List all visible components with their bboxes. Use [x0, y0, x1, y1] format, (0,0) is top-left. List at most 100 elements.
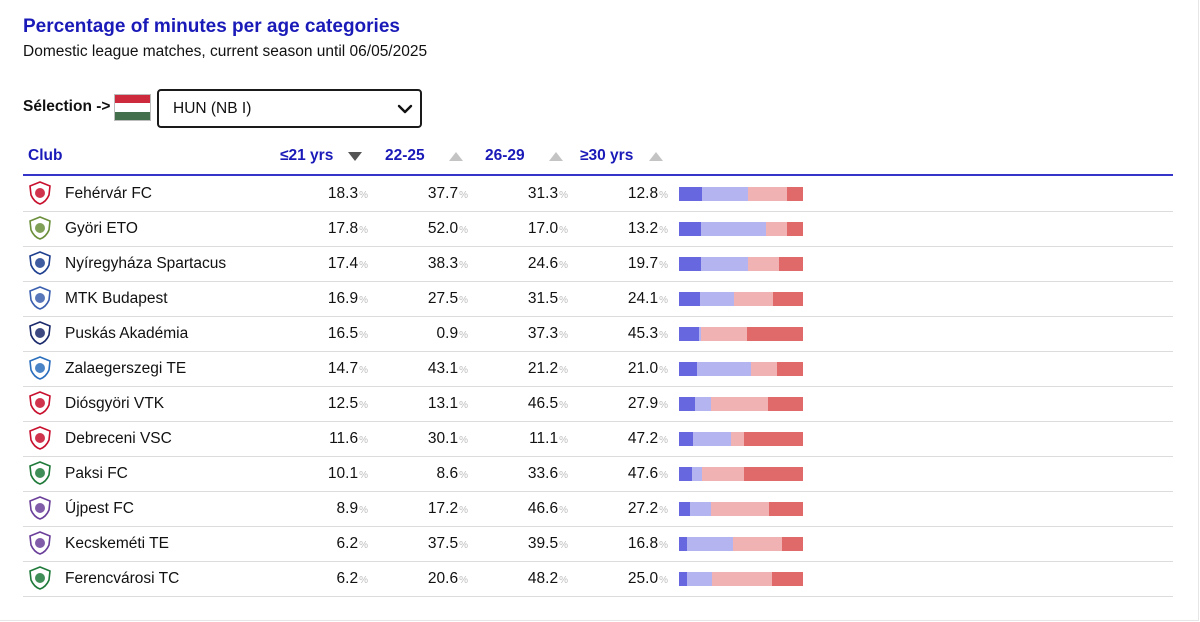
club-name[interactable]: Debreceni VSC [65, 430, 172, 447]
value-a26-29: 17.0% [527, 220, 568, 237]
value-a26-29: 31.5% [527, 290, 568, 307]
percent-sign: % [659, 540, 668, 551]
value-a26-29: 21.2% [527, 360, 568, 377]
percent-sign: % [559, 540, 568, 551]
bar-segment-o30 [769, 502, 803, 516]
sort-ascending-icon[interactable] [549, 152, 563, 161]
bar-segment-a26-29 [765, 222, 787, 236]
value-a26-29: 24.6% [527, 255, 568, 272]
club-name[interactable]: Fehérvár FC [65, 185, 152, 202]
percent-sign: % [559, 400, 568, 411]
table-row: Diósgyöri VTK 12.5% 13.1% 46.5% 27.9% [23, 386, 1173, 421]
bar-segment-o30 [778, 257, 803, 271]
row-divider [23, 386, 1173, 387]
age-distribution-bar [679, 397, 803, 411]
age-distribution-bar [679, 502, 803, 516]
column-header-30-plus[interactable]: ≥30 yrs [580, 147, 634, 164]
club-name[interactable]: Nyíregyháza Spartacus [65, 255, 227, 272]
percent-sign: % [559, 505, 568, 516]
club-name[interactable]: Paksi FC [65, 465, 128, 482]
header-divider [23, 174, 1173, 176]
table-row: MTK Budapest 16.9% 27.5% 31.5% 24.1% [23, 281, 1173, 316]
percent-sign: % [359, 575, 368, 586]
league-select[interactable]: HUN (NB I) [157, 89, 422, 128]
column-header-club[interactable]: Club [28, 147, 63, 164]
age-distribution-bar [679, 432, 803, 446]
ferencvarosi-crest-icon [29, 566, 51, 590]
bar-segment-u21 [679, 432, 694, 446]
club-name[interactable]: Újpest FC [65, 500, 134, 517]
percent-sign: % [659, 505, 668, 516]
page-title: Percentage of minutes per age categories [23, 16, 400, 37]
bar-segment-a22-25 [691, 467, 703, 481]
value-o30: 21.0% [627, 360, 668, 377]
age-distribution-bar [679, 257, 803, 271]
bar-segment-u21 [679, 292, 700, 306]
club-name[interactable]: Puskás Akadémia [65, 325, 189, 342]
sort-ascending-icon[interactable] [649, 152, 663, 161]
bar-segment-o30 [768, 397, 803, 411]
bar-segment-a26-29 [712, 572, 772, 586]
bar-segment-a26-29 [700, 327, 747, 341]
bar-segment-u21 [679, 187, 702, 201]
percent-sign: % [659, 330, 668, 341]
row-divider [23, 351, 1173, 352]
column-header-u21[interactable]: ≤21 yrs [280, 147, 334, 164]
bar-segment-o30 [787, 187, 803, 201]
row-divider [23, 526, 1173, 527]
value-a22-25: 0.9% [436, 325, 468, 342]
value-a22-25: 43.1% [427, 360, 468, 377]
bar-segment-a26-29 [734, 292, 774, 306]
value-a26-29: 33.6% [527, 465, 568, 482]
selection-label: Sélection -> [23, 98, 111, 115]
bar-segment-a26-29 [750, 362, 777, 376]
percent-sign: % [659, 190, 668, 201]
percent-sign: % [659, 575, 668, 586]
percent-sign: % [459, 190, 468, 201]
bar-segment-o30 [746, 327, 803, 341]
sort-ascending-icon[interactable] [449, 152, 463, 161]
sort-descending-icon[interactable] [348, 152, 362, 161]
value-u21: 11.6% [329, 430, 368, 447]
row-divider [23, 596, 1173, 597]
percent-sign: % [359, 330, 368, 341]
percent-sign: % [359, 225, 368, 236]
percent-sign: % [359, 260, 368, 271]
percent-sign: % [659, 260, 668, 271]
percent-sign: % [359, 365, 368, 376]
column-header-26-29[interactable]: 26-29 [485, 147, 525, 164]
percent-sign: % [459, 400, 468, 411]
age-distribution-bar [679, 222, 803, 236]
column-header-22-25[interactable]: 22-25 [385, 147, 425, 164]
value-a22-25: 30.1% [427, 430, 468, 447]
bar-segment-a22-25 [686, 537, 734, 551]
percent-sign: % [459, 365, 468, 376]
bar-segment-a22-25 [690, 502, 712, 516]
bar-segment-o30 [782, 537, 803, 551]
club-name[interactable]: Diósgyöri VTK [65, 395, 165, 412]
club-name[interactable]: Györi ETO [65, 220, 138, 237]
club-name[interactable]: Ferencvárosi TC [65, 570, 180, 587]
club-name[interactable]: Kecskeméti TE [65, 535, 169, 552]
bar-segment-o30 [786, 222, 803, 236]
value-o30: 27.9% [627, 395, 668, 412]
club-name[interactable]: MTK Budapest [65, 290, 168, 307]
table-row: Nyíregyháza Spartacus 17.4% 38.3% 24.6% 19.7… [23, 246, 1173, 281]
percent-sign: % [359, 540, 368, 551]
percent-sign: % [559, 295, 568, 306]
mtk-crest-icon [29, 286, 51, 310]
age-distribution-bar [679, 187, 803, 201]
bar-segment-a26-29 [748, 187, 788, 201]
value-u21: 6.2% [336, 535, 368, 552]
table-row: Ferencvárosi TC 6.2% 20.6% 48.2% 25.0% [23, 561, 1173, 596]
club-name[interactable]: Zalaegerszegi TE [65, 360, 187, 377]
percent-sign: % [659, 435, 668, 446]
percent-sign: % [459, 330, 468, 341]
percent-sign: % [659, 295, 668, 306]
bar-segment-u21 [679, 397, 695, 411]
row-divider [23, 281, 1173, 282]
value-o30: 12.8% [627, 185, 668, 202]
bar-segment-a22-25 [701, 187, 749, 201]
percent-sign: % [459, 575, 468, 586]
